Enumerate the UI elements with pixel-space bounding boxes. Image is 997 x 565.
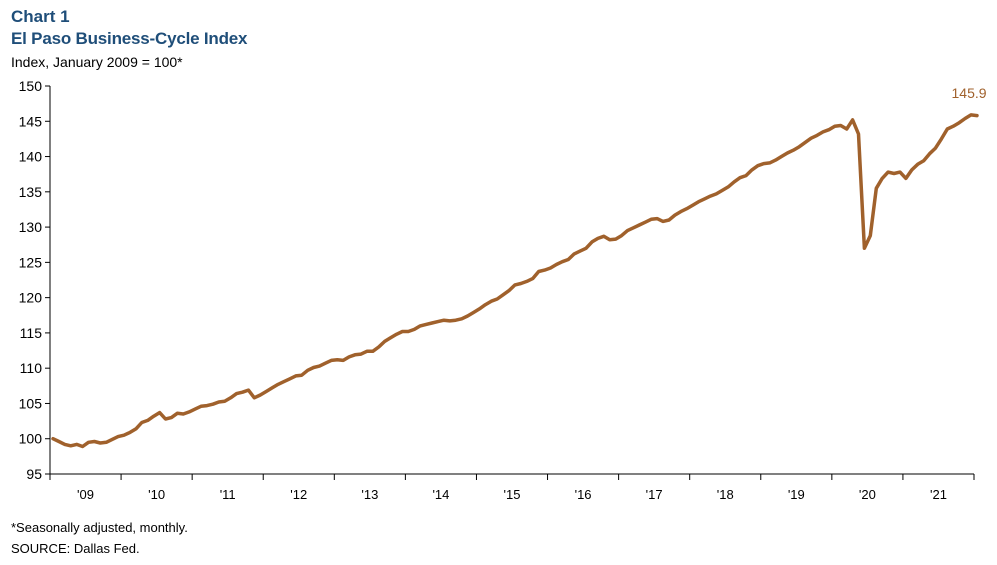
y-tick-label: 125 [19,254,43,270]
x-tick-label: '12 [290,487,307,502]
plot-area: 145.9 [51,85,987,449]
x-tick-label: '13 [361,487,378,502]
source-note: SOURCE: Dallas Fed. [11,541,140,556]
chart-title: El Paso Business-Cycle Index [11,29,248,48]
series-line [51,113,979,449]
x-tick-label: '15 [504,487,521,502]
title-block: Chart 1 El Paso Business-Cycle Index Ind… [11,6,247,72]
y-tick-label: 110 [20,360,43,376]
y-tick-label: 100 [19,431,43,447]
x-tick-label: '09 [77,487,94,502]
x-tick-label: '21 [930,487,947,502]
footer: *Seasonally adjusted, monthly. SOURCE: D… [11,517,188,559]
chart-subtitle: Index, January 2009 = 100* [11,54,183,70]
x-tick-label: '16 [575,487,592,502]
x-axis: '09 '10 '11 '12 '13 '14 '15 '16 '17 '18 '19 '20 '21 [49,473,975,502]
y-tick-label: 95 [26,466,42,482]
y-tick-label: 135 [19,184,43,200]
x-tick-label: '20 [859,487,876,502]
x-tick-label: '18 [717,487,734,502]
x-tick-label: '10 [148,487,165,502]
chart-label: Chart 1 [11,7,70,26]
x-tick-label: '14 [432,487,449,502]
y-tick-label: 150 [19,78,43,94]
y-tick-label: 120 [19,290,43,306]
y-tick-label: 145 [19,113,43,129]
x-tick-label: '19 [788,487,805,502]
x-tick-label: '17 [646,487,663,502]
y-tick-label: 140 [19,149,43,165]
y-axis: 95 100 105 110 115 120 125 130 135 140 145 150 [19,78,51,482]
footnote: *Seasonally adjusted, monthly. [11,520,188,535]
y-tick-label: 105 [19,395,43,411]
y-tick-label: 115 [20,325,43,341]
x-tick-label: '11 [220,487,236,502]
end-value-label: 145.9 [952,85,987,101]
y-tick-label: 130 [19,219,43,235]
